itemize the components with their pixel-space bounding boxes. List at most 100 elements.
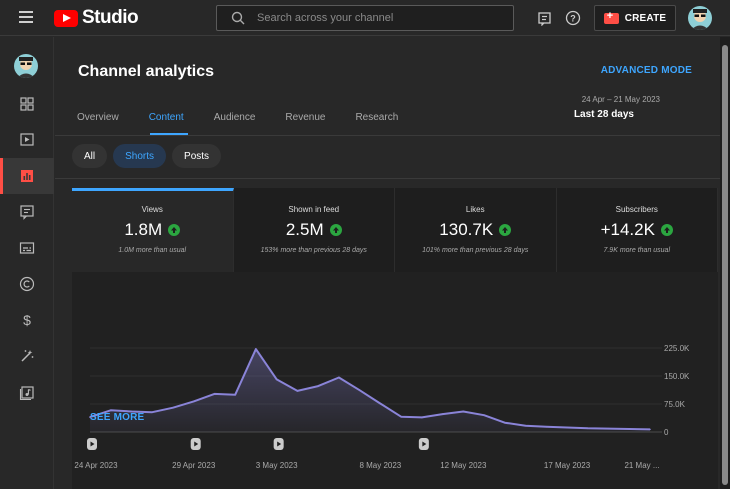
- arrow-up-icon: [168, 224, 181, 236]
- search-icon[interactable]: [225, 6, 251, 30]
- date-range[interactable]: 24 Apr – 21 May 2023: [581, 95, 660, 104]
- metric-value: +14.2K: [600, 220, 655, 239]
- chart-point: [524, 424, 527, 427]
- feedback-icon[interactable]: [534, 8, 554, 28]
- chart-point: [379, 402, 382, 405]
- chart-point: [89, 416, 91, 418]
- chart-point: [338, 376, 340, 379]
- metric-likes[interactable]: Likes 130.7K 101% more than previous 28 …: [395, 188, 557, 272]
- scrollbar[interactable]: [720, 37, 730, 489]
- chip-posts[interactable]: Posts: [172, 144, 222, 168]
- x-tick-label: 8 May 2023: [359, 461, 401, 470]
- chart-point: [275, 378, 278, 381]
- chart-point: [586, 427, 589, 430]
- top-bar: Studio ? CREATE: [0, 0, 730, 36]
- chart-line: [89, 348, 651, 431]
- sidebar-item-content[interactable]: [0, 122, 54, 158]
- comments-icon: [20, 205, 34, 220]
- x-tick-label: 29 Apr 2023: [172, 461, 216, 470]
- arrow-up-icon: [660, 224, 673, 236]
- arrow-up-icon: [499, 224, 512, 236]
- help-icon[interactable]: ?: [563, 8, 583, 28]
- metric-subscribers[interactable]: Subscribers +14.2K 7.9K more than usual: [556, 188, 718, 272]
- sidebar-item-analytics[interactable]: [0, 158, 54, 194]
- customization-icon: [21, 350, 34, 362]
- metric-views[interactable]: Views 1.8M 1.0M more than usual: [72, 188, 234, 272]
- metric-label: Shown in feed: [288, 205, 340, 214]
- chart-point: [109, 409, 112, 412]
- metric-shown-in-feed[interactable]: Shown in feed 2.5M 153% more than previo…: [233, 188, 395, 272]
- views-chart: 225.0K 150.0K 75.0K 0 24 Apr 2023 29 Apr 2023…: [74, 344, 690, 470]
- create-video-icon: [603, 10, 619, 24]
- x-tick-label: 21 May ...: [624, 461, 659, 470]
- tab-content[interactable]: Content: [148, 112, 184, 123]
- tab-revenue[interactable]: Revenue: [285, 112, 326, 123]
- arrow-up-icon: [329, 224, 342, 236]
- shorts-upload-icon: [418, 438, 429, 450]
- chart-point: [400, 415, 402, 418]
- sidebar-item-comments[interactable]: [0, 194, 54, 230]
- active-tab-indicator: [150, 133, 188, 135]
- analytics-icon: [21, 170, 33, 182]
- chip-shorts[interactable]: Shorts: [113, 144, 167, 168]
- chart-point: [317, 385, 319, 387]
- scrollbar-thumb[interactable]: [722, 45, 728, 485]
- tab-research[interactable]: Research: [355, 112, 399, 123]
- shorts-upload-icon: [273, 438, 284, 450]
- x-tick-label: 17 May 2023: [544, 461, 591, 470]
- studio-logo[interactable]: Studio: [54, 7, 139, 28]
- search-bar[interactable]: [216, 5, 514, 31]
- metric-note: 153% more than previous 28 days: [260, 247, 367, 254]
- chart-point: [483, 414, 485, 416]
- sidebar-item-copyright[interactable]: [0, 266, 54, 302]
- shorts-upload-icon: [190, 438, 201, 450]
- sidebar-item-customization[interactable]: [0, 338, 54, 374]
- chip-all[interactable]: All: [72, 144, 108, 168]
- sidebar-item-audio-library[interactable]: [0, 374, 54, 410]
- audio-library-icon: [19, 386, 34, 400]
- tabs-divider: [55, 135, 720, 136]
- chart-point: [504, 421, 506, 424]
- subtitles-icon: [19, 242, 35, 254]
- y-tick-label: 150.0K: [664, 372, 690, 381]
- y-tick-label: 75.0K: [664, 400, 686, 409]
- metric-value: 1.8M: [124, 220, 163, 239]
- chart-point: [628, 428, 631, 430]
- sidebar-item-dashboard[interactable]: [0, 86, 54, 122]
- menu-icon[interactable]: [19, 11, 33, 23]
- x-tick-label: 12 May 2023: [440, 461, 487, 470]
- chart-point: [607, 427, 610, 430]
- tab-overview[interactable]: Overview: [77, 112, 119, 123]
- x-tick-label: 3 May 2023: [256, 461, 298, 470]
- earn-icon: $: [23, 312, 31, 328]
- svg-text:?: ?: [570, 14, 576, 24]
- metric-note: 101% more than previous 28 days: [422, 247, 529, 254]
- analytics-tabs: Overview Content Audience Revenue Resear…: [77, 112, 398, 123]
- chart-point: [649, 428, 651, 431]
- metric-value: 2.5M: [285, 220, 324, 239]
- metric-label: Likes: [465, 205, 485, 214]
- chart-point: [234, 393, 236, 396]
- sidebar-item-earn[interactable]: $: [0, 302, 54, 338]
- dashboard-icon: [20, 97, 34, 111]
- copyright-icon: [19, 276, 35, 292]
- metric-cards: Views 1.8M 1.0M more than usual Shown in…: [72, 188, 718, 272]
- chart-point: [421, 416, 423, 419]
- account-avatar[interactable]: [688, 6, 712, 30]
- search-input[interactable]: [257, 12, 513, 24]
- metric-label: Views: [141, 205, 163, 214]
- create-button[interactable]: CREATE: [594, 5, 676, 31]
- svg-text:$: $: [23, 312, 31, 328]
- date-range-label[interactable]: Last 28 days: [573, 109, 634, 120]
- chart-point: [462, 410, 465, 413]
- channel-avatar[interactable]: [14, 54, 38, 78]
- sidebar-item-subtitles[interactable]: [0, 230, 54, 266]
- chart-point: [172, 406, 174, 409]
- see-more-button[interactable]: SEE MORE: [90, 412, 145, 423]
- create-label: CREATE: [624, 12, 667, 24]
- chart-point: [566, 426, 568, 429]
- chart-point: [130, 410, 133, 413]
- metric-value: 130.7K: [439, 220, 494, 239]
- advanced-mode-link[interactable]: ADVANCED MODE: [600, 65, 692, 76]
- tab-audience[interactable]: Audience: [213, 112, 256, 123]
